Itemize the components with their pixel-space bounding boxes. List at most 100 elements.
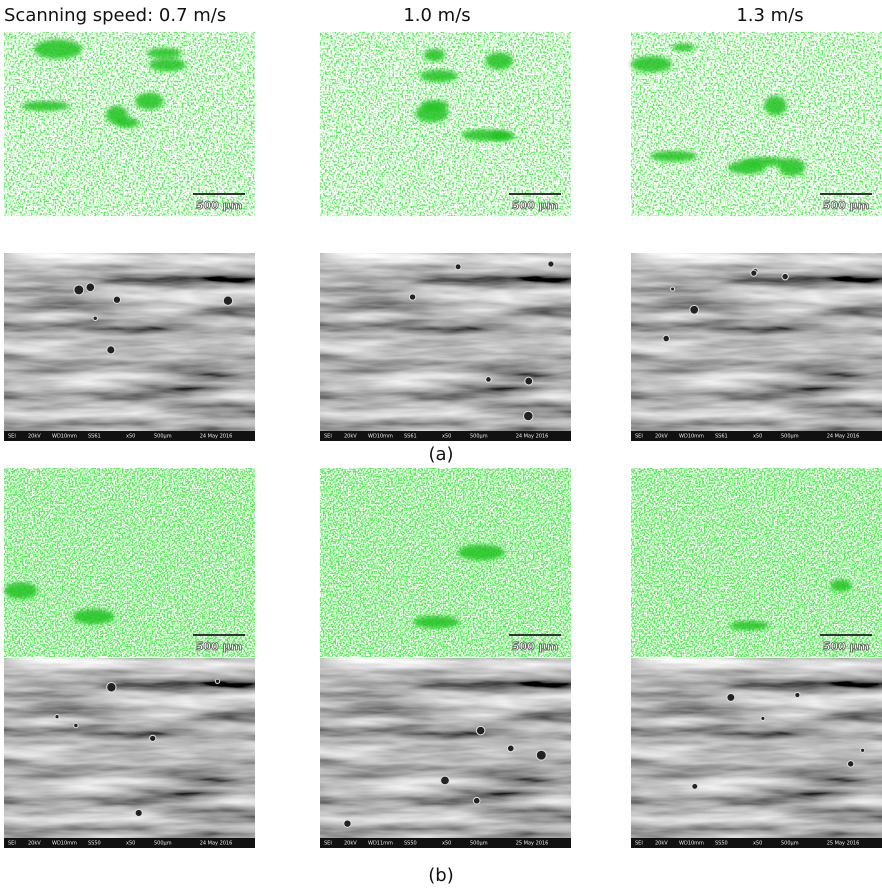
- sem-pore: [524, 411, 534, 421]
- sem-pore: [344, 820, 351, 827]
- scale-label: 500 µm: [512, 199, 558, 212]
- sem-info-text: 25 May 2016: [516, 841, 549, 847]
- scale-label: 500 µm: [196, 199, 242, 212]
- sem-info-text: x50: [442, 841, 451, 847]
- sem-texture: [320, 253, 571, 441]
- sem-info-text: 25 May 2016: [827, 841, 860, 847]
- eds-map: 500 µm: [4, 468, 255, 657]
- sem-info-text: 24 May 2016: [516, 434, 549, 440]
- eds-cluster: [135, 92, 164, 109]
- sem-pore: [782, 273, 788, 279]
- sem-info-text: 24 May 2016: [200, 434, 233, 440]
- sem-texture: [4, 253, 255, 441]
- sem-pore: [107, 346, 115, 354]
- sem-info-text: SEI: [324, 434, 332, 440]
- sem-pore: [455, 264, 461, 270]
- sem-pore: [441, 776, 450, 785]
- sem-pore: [847, 761, 853, 767]
- sem-info-text: x50: [126, 434, 135, 440]
- sem-info-text: WD10mm: [52, 841, 77, 847]
- eds-cluster: [631, 56, 672, 72]
- eds-cluster: [420, 70, 458, 83]
- sem-info-text: 24 May 2016: [827, 434, 860, 440]
- sem-pore: [692, 783, 698, 789]
- sem-pore: [548, 261, 554, 267]
- eds-cluster: [73, 609, 115, 625]
- eds-speckle: [320, 32, 571, 216]
- eds-map: 500 µm: [631, 468, 882, 657]
- eds-cluster: [485, 52, 513, 69]
- sem-pore: [727, 693, 735, 701]
- speed-label: Scanning speed: 0.7 m/s: [4, 5, 226, 26]
- sem-pore: [150, 735, 156, 741]
- sem-info-text: SS50: [88, 841, 101, 847]
- eds-cluster: [830, 579, 852, 591]
- scale-label: 500 µm: [823, 199, 869, 212]
- sem-pore: [409, 294, 415, 300]
- sem-pore: [215, 679, 219, 683]
- sem-pore: [107, 683, 116, 692]
- sem-pore: [473, 797, 480, 804]
- sem-info-text: 500µm: [470, 434, 488, 440]
- sem-info-text: SEI: [8, 841, 16, 847]
- sem-info-text: 24 May 2016: [200, 841, 233, 847]
- sem-info-text: SEI: [635, 841, 643, 847]
- figure: Scanning speed: 0.7 m/s1.0 m/s1.3 m/s500…: [0, 0, 882, 889]
- sem-info-text: WD10mm: [679, 434, 704, 440]
- sem-info-text: SS61: [88, 434, 101, 440]
- sem-texture: [320, 658, 571, 848]
- sem-pore: [74, 285, 84, 295]
- eds-cluster: [4, 582, 38, 599]
- sem-pore: [525, 377, 533, 385]
- scale-label: 500 µm: [512, 640, 558, 653]
- eds-cluster: [147, 48, 182, 59]
- eds-speckle: [631, 32, 882, 216]
- sem-pore: [671, 287, 675, 291]
- sem-info-text: WD10mm: [679, 841, 704, 847]
- sem-info-text: 20kV: [28, 434, 41, 440]
- panel-label: (a): [428, 444, 453, 465]
- sem-pore: [74, 723, 78, 727]
- sem-info-text: WD10mm: [368, 434, 393, 440]
- eds-cluster: [149, 58, 186, 72]
- sem-info-text: SEI: [635, 434, 643, 440]
- sem-info-text: SEI: [324, 841, 332, 847]
- sem-info-text: 500µm: [781, 841, 799, 847]
- sem-info-text: x50: [126, 841, 135, 847]
- eds-cluster: [672, 43, 694, 51]
- sem-info-text: SS50: [404, 841, 417, 847]
- scale-label: 500 µm: [823, 640, 869, 653]
- eds-map: 500 µm: [631, 32, 882, 216]
- sem-pore: [486, 377, 492, 383]
- sem-info-text: SS61: [715, 434, 728, 440]
- sem-info-text: WD11mm: [368, 841, 393, 847]
- sem-texture: [631, 253, 882, 441]
- eds-cluster: [650, 151, 697, 162]
- eds-cluster: [424, 49, 445, 62]
- sem-info-text: x50: [753, 434, 762, 440]
- sem-image: SEI20kVWD10mmSS61x50500µm24 May 2016: [320, 253, 571, 441]
- eds-cluster: [742, 157, 787, 167]
- sem-pore: [476, 726, 485, 735]
- speed-label: 1.3 m/s: [736, 5, 803, 26]
- sem-info-text: 500µm: [470, 841, 488, 847]
- sem-info-text: x50: [442, 434, 451, 440]
- sem-pore: [507, 745, 514, 752]
- sem-pore: [223, 296, 232, 305]
- sem-info-text: 500µm: [781, 434, 799, 440]
- sem-info-text: x50: [753, 841, 762, 847]
- eds-cluster: [458, 544, 505, 560]
- sem-pore: [113, 296, 120, 303]
- sem-pore: [663, 335, 669, 341]
- sem-pore: [690, 305, 699, 314]
- sem-pore: [861, 748, 865, 752]
- sem-pore: [55, 715, 59, 719]
- scale-label: 500 µm: [196, 640, 242, 653]
- sem-pore: [761, 716, 765, 720]
- sem-pore: [751, 270, 757, 276]
- eds-cluster: [413, 616, 460, 629]
